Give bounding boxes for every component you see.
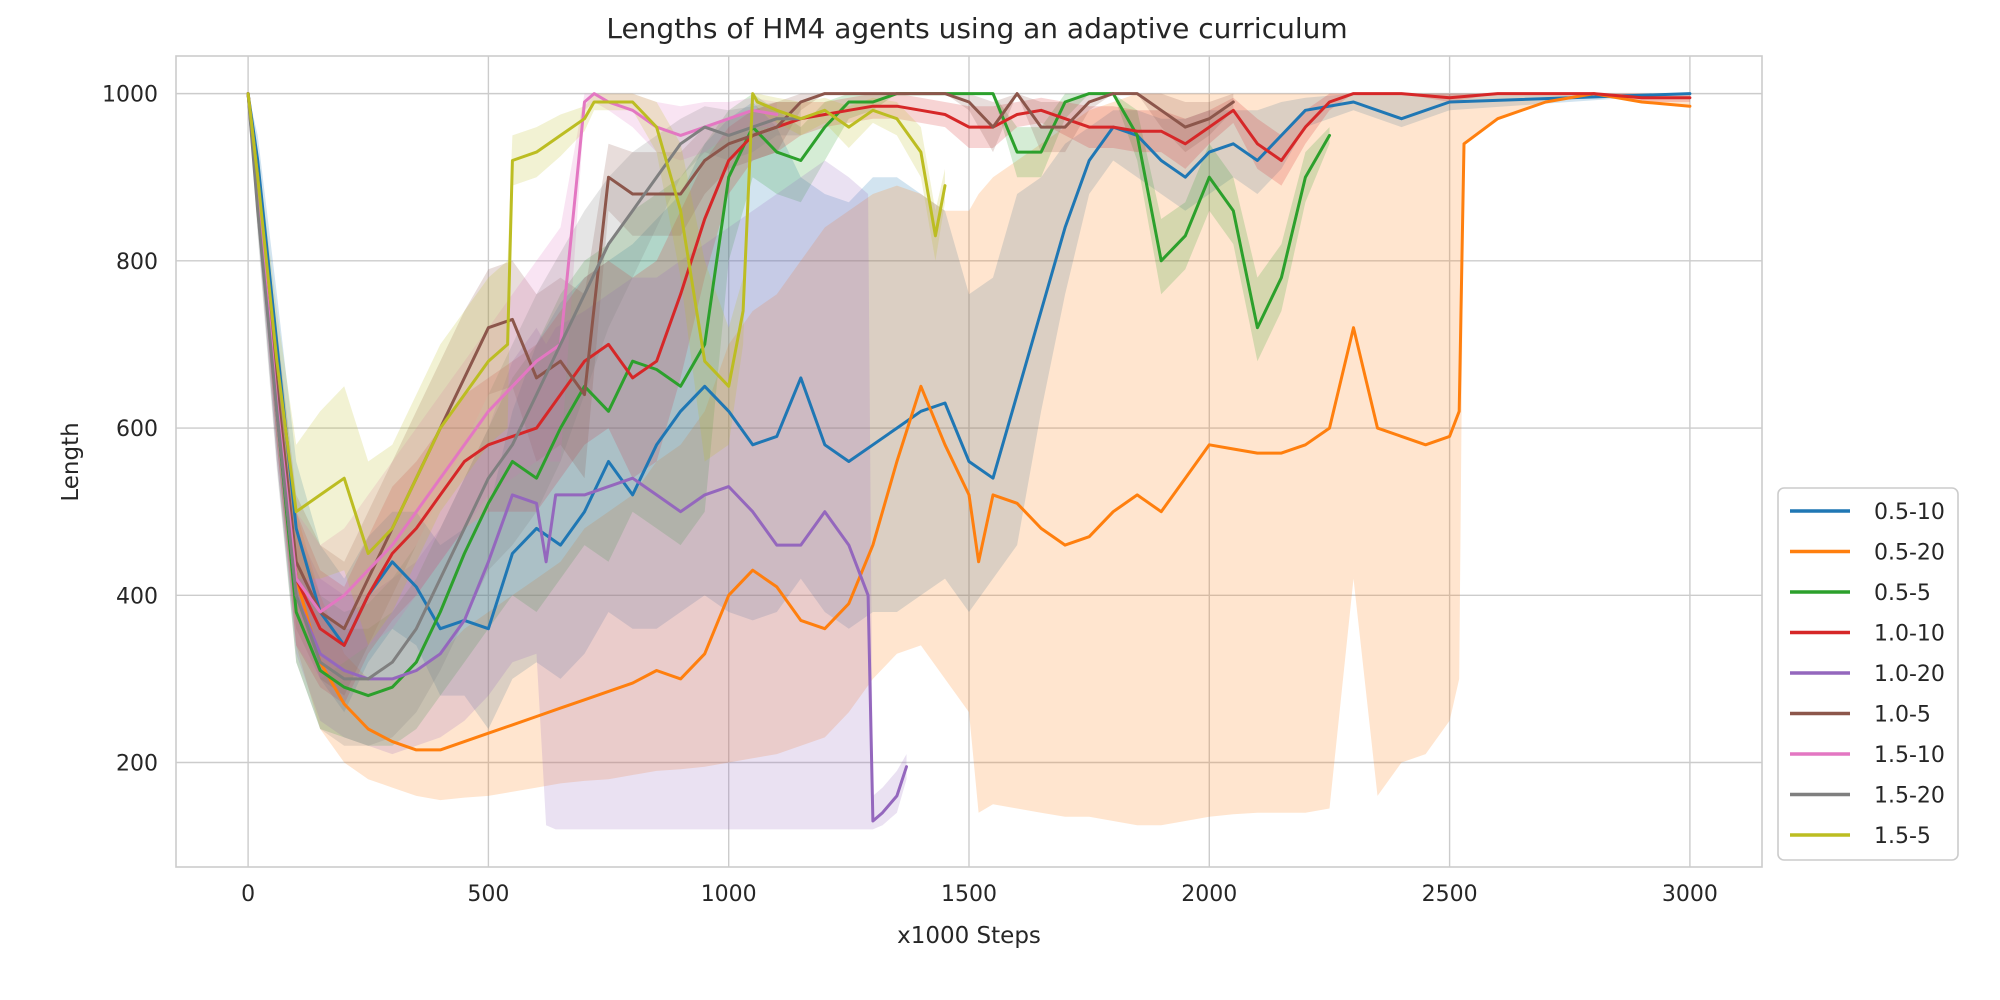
x-axis-label: x1000 Steps <box>897 923 1041 949</box>
line-1.5-5 <box>246 92 947 555</box>
line-0.5-5 <box>246 92 1331 698</box>
y-axis-label: Length <box>58 422 84 501</box>
line-1.5-10 <box>246 92 779 614</box>
band-0.5-10 <box>248 93 1690 730</box>
legend-label: 1.5-5 <box>1874 824 1931 849</box>
x-tick-labels: 0 500 1000 1500 2000 2500 3000 <box>241 882 1718 907</box>
legend-label: 0.5-5 <box>1874 581 1931 606</box>
band-1.0-5 <box>248 93 1234 696</box>
y-tick-label: 200 <box>116 751 158 776</box>
y-tick-label: 800 <box>116 250 158 275</box>
legend-box <box>1777 487 1959 861</box>
x-tick-label: 2000 <box>1181 882 1237 907</box>
x-tick-label: 500 <box>467 882 509 907</box>
line-1.5-20 <box>246 92 803 681</box>
y-tick-label: 1000 <box>102 83 158 108</box>
x-tick-label: 1000 <box>701 882 757 907</box>
band-1.0-20 <box>248 93 907 830</box>
chart-title: Lengths of HM4 agents using an adaptive … <box>606 12 1347 45</box>
band-0.5-5 <box>248 93 1330 746</box>
band-1.5-5 <box>248 93 946 646</box>
series-lines <box>246 92 1692 823</box>
line-0.5-10 <box>246 92 1692 647</box>
x-tick-label: 0 <box>241 882 255 907</box>
legend-label: 0.5-20 <box>1874 541 1945 566</box>
legend-label: 1.0-20 <box>1874 662 1945 687</box>
x-tick-label: 2500 <box>1422 882 1478 907</box>
line-1.0-10 <box>246 92 1692 647</box>
x-tick-label: 1500 <box>941 882 997 907</box>
y-tick-label: 400 <box>116 584 158 609</box>
band-1.0-10 <box>248 93 1690 705</box>
line-1.0-20 <box>246 92 908 823</box>
x-tick-label: 3000 <box>1662 882 1718 907</box>
y-tick-labels: 200 400 600 800 1000 <box>102 83 158 777</box>
legend-label: 1.0-10 <box>1874 622 1945 647</box>
legend-label: 1.5-20 <box>1874 784 1945 809</box>
legend-label: 1.5-10 <box>1874 743 1945 768</box>
y-tick-label: 600 <box>116 417 158 442</box>
plot-frame <box>175 55 1763 868</box>
legend: 0.5-10 0.5-20 0.5-5 1.0-10 1.0-20 1.0-5 1.5-10… <box>1777 487 1959 861</box>
line-0.5-20 <box>246 92 1692 752</box>
grid <box>176 56 1762 867</box>
legend-label: 0.5-10 <box>1874 500 1945 525</box>
legend-label: 1.0-5 <box>1874 703 1931 728</box>
